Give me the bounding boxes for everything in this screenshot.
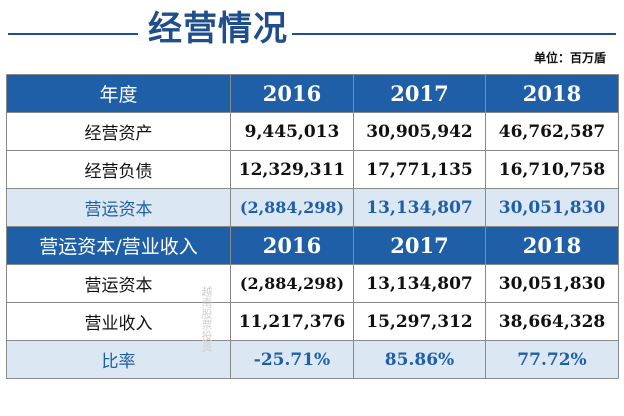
table-cell: 12,329,311 [230, 150, 354, 189]
table-cell: 13,134,807 [353, 264, 486, 303]
table-cell: 17,771,135 [353, 150, 486, 189]
table-cell: 85.86% [353, 340, 486, 379]
header-label: 营运资本/营业收入 [6, 226, 231, 265]
title-bar: 经营情况 [0, 0, 624, 56]
table-cell: (2,884,298) [230, 188, 354, 227]
title-rule-left [8, 33, 138, 35]
table-row: 营运资本 (2,884,298) 13,134,807 30,051,830 [6, 264, 619, 303]
title-rule-right [292, 33, 616, 35]
table-cell: 16,710,758 [485, 150, 619, 189]
watermark-horizontal: 知乎 @water [498, 382, 585, 398]
table-cell: 38,664,328 [485, 302, 619, 341]
table-cell: 9,445,013 [230, 112, 354, 151]
table-cell: 15,297,312 [353, 302, 486, 341]
financial-table: 年度 2016 2017 2018 经营资产 9,445,013 30,905,… [6, 74, 619, 379]
table-cell: 30,051,830 [485, 264, 619, 303]
row-label: 比率 [6, 340, 231, 379]
table-cell: 77.72% [485, 340, 619, 379]
table-cell: (2,884,298) [230, 264, 354, 303]
table-row: 经营负债 12,329,311 17,771,135 16,710,758 [6, 150, 619, 189]
table-header-row: 年度 2016 2017 2018 [6, 74, 619, 113]
row-label: 营业收入 [6, 302, 231, 341]
page-title: 经营情况 [148, 9, 288, 49]
table-row: 营业收入 11,217,376 15,297,312 38,664,328 [6, 302, 619, 341]
watermark-vertical: 越南股票投资 [200, 286, 213, 352]
table-cell: 11,217,376 [230, 302, 354, 341]
table-header-row: 营运资本/营业收入 2016 2017 2018 [6, 226, 619, 265]
header-label: 年度 [6, 74, 231, 113]
row-label: 营运资本 [6, 188, 231, 227]
year-header: 2017 [353, 74, 486, 113]
year-header: 2016 [230, 226, 354, 265]
table-row-highlight: 营运资本 (2,884,298) 13,134,807 30,051,830 [6, 188, 619, 227]
year-header: 2018 [485, 74, 619, 113]
table-row: 经营资产 9,445,013 30,905,942 46,762,587 [6, 112, 619, 151]
row-label: 经营负债 [6, 150, 231, 189]
table-cell: 30,905,942 [353, 112, 486, 151]
year-header: 2017 [353, 226, 486, 265]
table-cell: 13,134,807 [353, 188, 486, 227]
table-cell: 46,762,587 [485, 112, 619, 151]
table-cell: 30,051,830 [485, 188, 619, 227]
table-row-highlight: 比率 -25.71% 85.86% 77.72% [6, 340, 619, 379]
year-header: 2016 [230, 74, 354, 113]
row-label: 营运资本 [6, 264, 231, 303]
year-header: 2018 [485, 226, 619, 265]
unit-label: 单位：百万盾 [533, 51, 606, 65]
table-cell: -25.71% [230, 340, 354, 379]
row-label: 经营资产 [6, 112, 231, 151]
